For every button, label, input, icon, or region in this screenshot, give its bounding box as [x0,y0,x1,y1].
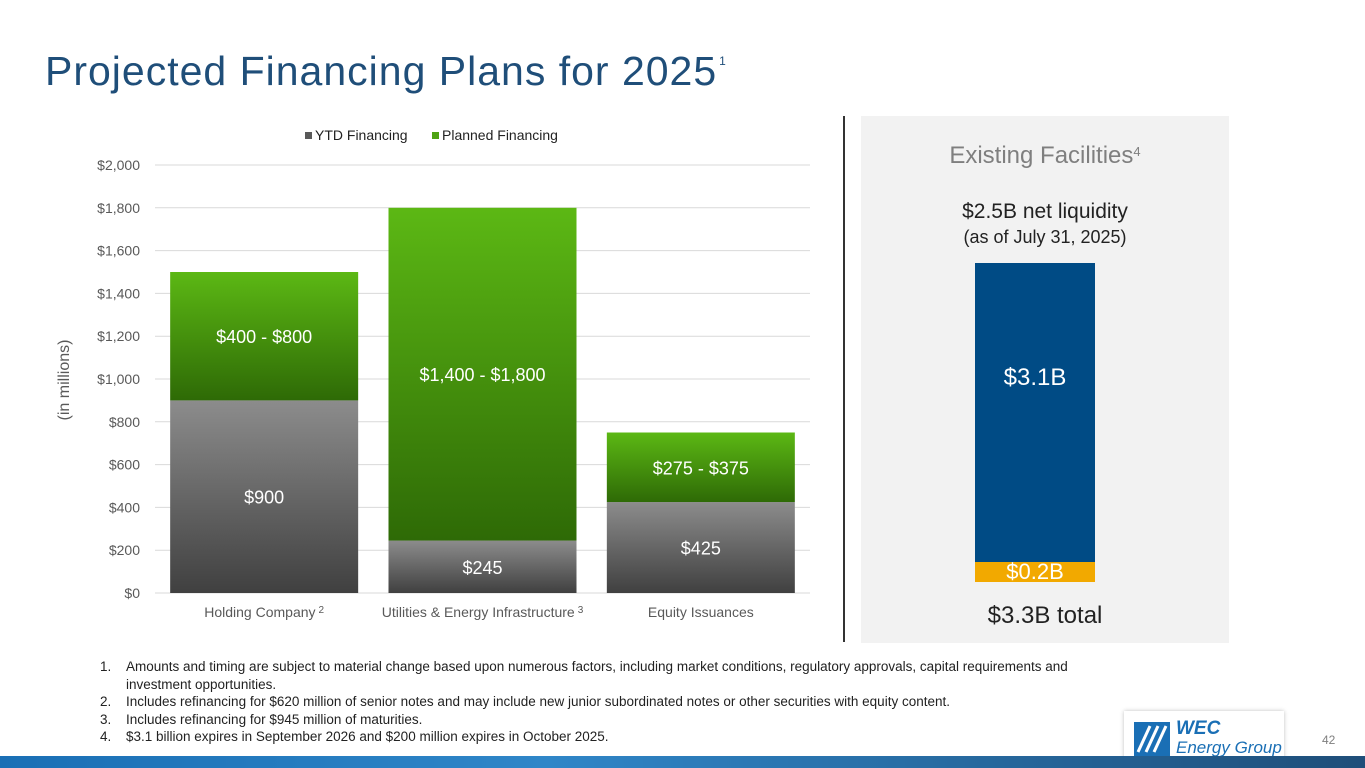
x-tick-footnote: 2 [319,605,325,616]
chart-legend: YTD Financing Planned Financing [305,127,558,143]
page-title: Projected Financing Plans for 2025 1 [45,48,727,95]
net-liquidity: $2.5B net liquidity [962,200,1128,223]
y-axis-label: (in millions) [56,340,73,421]
facilities-total: $3.3B total [987,602,1103,629]
x-tick-label: Utilities & Energy Infrastructure 3 [382,604,584,620]
bar-ytd-financing [388,540,577,593]
bar-planned-financing [606,432,795,503]
bottom-band [0,756,1365,768]
facility-bar-0-2b [975,562,1095,582]
y-tick-label: $2,000 [97,157,140,173]
footnote-item: 4. $3.1 billion expires in September 2026… [100,728,1080,746]
y-tick-label: $0 [124,585,140,601]
footnote-number: 1. [100,659,112,674]
bar-ytd-financing [606,502,795,593]
y-tick-label: $1,800 [97,200,140,216]
facility-bar-3-1b [975,263,1095,562]
page-number: 42 [1322,733,1336,747]
footnote-text: Includes refinancing for $945 million of… [126,711,423,727]
financing-bar-chart: $0 $200 $400 $600 $800 $1,000 $1,200 $1,400 $1,6… [56,127,810,620]
page-title-text: Projected Financing Plans for 2025 [45,48,718,94]
facilities-title: Existing Facilities4 [861,142,1229,170]
x-tick-label: Holding Company 2 [204,604,324,620]
title-footnote-marker: 1 [719,54,727,68]
footnote-item: 1. Amounts and timing are subject to mate… [100,658,1080,693]
facility-label-3-1b: $3.1B [1003,364,1067,391]
legend-label: YTD Financing [315,127,408,143]
x-tick-label: Equity Issuances [648,604,754,620]
y-tick-label: $400 [109,499,140,515]
footnote-item: 3. Includes refinancing for $945 million … [100,711,1080,729]
y-tick-label: $800 [109,414,140,430]
bar-planned-financing [170,272,359,401]
bar-data-label: $425 [681,539,721,559]
footnote-number: 2. [100,694,112,709]
logo-line2: Energy Group [1176,738,1282,757]
wec-logo-icon [1134,722,1170,756]
y-axis-ticks: $0 $200 $400 $600 $800 $1,000 $1,200 $1,400 $1,6… [97,157,140,601]
y-tick-label: $1,600 [97,243,140,259]
footnote-number: 3. [100,711,112,727]
bar-data-label: $245 [462,558,502,578]
x-axis-ticks: Holding Company 2 Utilities & Energy Infra… [204,604,754,620]
footnote-item: 2. Includes refinancing for $620 million … [100,693,1080,711]
facilities-title-text: Existing Facilities [949,142,1134,169]
legend-swatch [305,132,312,139]
footnote-text: $3.1 billion expires in September 2026 a… [126,729,609,744]
footnote-text: Includes refinancing for $620 million of… [126,694,950,709]
bar-data-label: $1,400 - $1,800 [419,365,545,385]
liquidity-as-of: (as of July 31, 2025) [963,227,1127,247]
bar-ytd-financing [170,400,359,593]
logo-line1: WEC [1176,718,1221,739]
bar-planned-financing [388,207,577,541]
x-tick-footnote: 3 [578,605,584,616]
footnote-number: 4. [100,729,112,744]
section-divider [843,116,845,642]
bar-data-label: $900 [244,488,284,508]
y-tick-label: $600 [109,457,140,473]
y-tick-label: $1,200 [97,328,140,344]
y-tick-label: $1,400 [97,285,140,301]
bar-data-label: $275 - $375 [653,458,749,478]
y-tick-label: $1,000 [97,371,140,387]
footnotes: 1. Amounts and timing are subject to mate… [100,658,1080,746]
y-tick-label: $200 [109,542,140,558]
bar-data-label: $400 - $800 [216,327,312,347]
bars: $900 $400 - $800 $245 $1,400 - $1,800 $425 $2… [170,207,795,593]
footnote-text: Amounts and timing are subject to materi… [126,659,1068,692]
facility-label-0-2b: $0.2B [1006,559,1064,584]
existing-facilities-panel: Existing Facilities4 $2.5B net liquidity… [861,116,1229,643]
facilities-footnote-marker: 4 [1133,144,1141,159]
legend-swatch [432,132,439,139]
legend-label: Planned Financing [442,127,558,143]
